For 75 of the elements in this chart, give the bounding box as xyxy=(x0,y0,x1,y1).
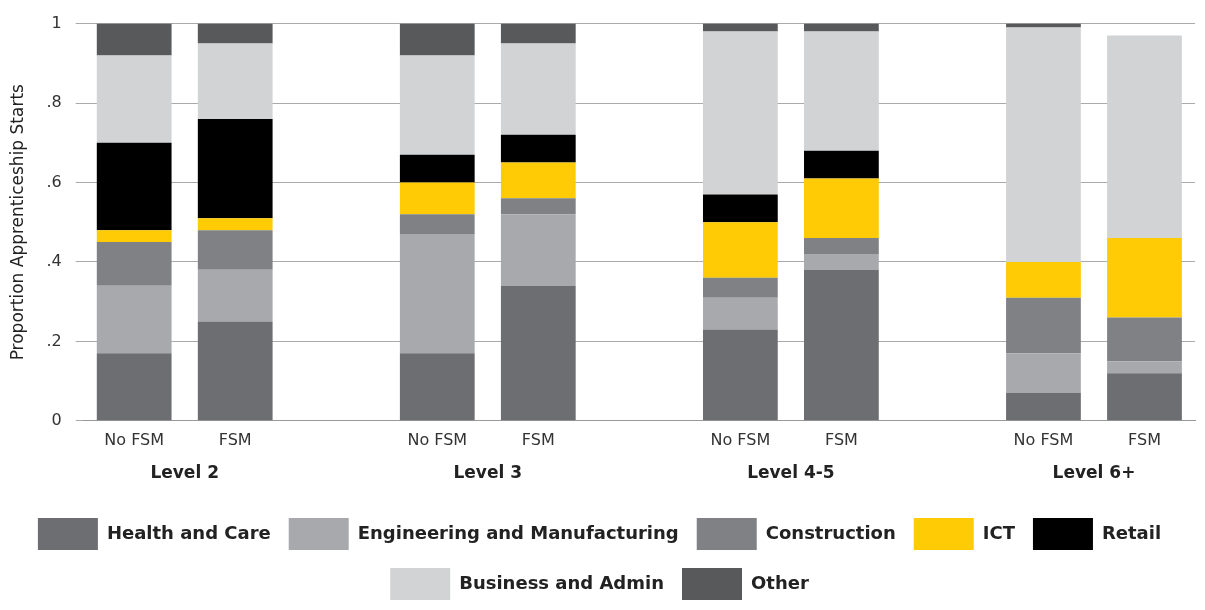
bar xyxy=(197,321,273,421)
legend-label: Other xyxy=(751,571,809,593)
bar xyxy=(804,269,879,421)
bar xyxy=(702,297,778,330)
bar xyxy=(399,55,475,155)
bar xyxy=(500,162,576,199)
legend-label: Health and Care xyxy=(106,521,271,543)
bar xyxy=(804,178,879,239)
bar xyxy=(197,118,273,219)
y-axis-title: Proportion Apprenticeship Starts xyxy=(6,83,27,361)
bar xyxy=(1107,373,1182,421)
y-tick-label: .4 xyxy=(46,251,62,271)
bar xyxy=(1006,393,1081,421)
bar xyxy=(1107,35,1182,239)
bar xyxy=(1107,317,1182,362)
bar xyxy=(1107,361,1182,374)
bar xyxy=(96,242,172,286)
y-tick-label: 0 xyxy=(51,409,62,429)
x-tick-label: FSM xyxy=(824,429,858,449)
text: Level 6+ xyxy=(1052,461,1136,482)
text: Level 4-5 xyxy=(747,461,835,482)
bar xyxy=(702,31,778,195)
legend-label: Engineering and Manufacturing xyxy=(357,521,679,543)
text: Level 3 xyxy=(453,461,523,482)
bar xyxy=(1006,261,1081,298)
bar xyxy=(197,43,273,119)
bar xyxy=(702,277,778,298)
text: Level 2 xyxy=(150,461,219,482)
legend-label: Business and Admin xyxy=(459,571,665,593)
bar xyxy=(197,218,273,231)
bar xyxy=(500,134,576,163)
bar xyxy=(399,154,475,183)
x-tick-label: FSM xyxy=(218,429,252,449)
bar xyxy=(197,23,273,44)
bar xyxy=(804,23,879,32)
bar xyxy=(96,230,172,243)
x-tick-label: No FSM xyxy=(1013,429,1074,449)
bar xyxy=(1006,353,1081,393)
bar xyxy=(1107,238,1182,318)
bar xyxy=(399,214,475,235)
bar xyxy=(702,23,778,32)
bar xyxy=(96,353,172,421)
x-tick-label: No FSM xyxy=(104,429,165,449)
bar xyxy=(96,142,172,231)
x-tick-label: FSM xyxy=(1128,429,1161,449)
bar xyxy=(702,222,778,278)
bar xyxy=(197,230,273,270)
bar xyxy=(500,23,576,44)
y-tick-label: .8 xyxy=(46,92,62,112)
y-tick-label: .6 xyxy=(46,171,62,191)
bar xyxy=(399,353,475,421)
bar xyxy=(96,55,172,143)
bar xyxy=(197,269,273,322)
bar xyxy=(804,238,879,254)
bar xyxy=(399,182,475,215)
bar xyxy=(1006,27,1081,262)
legend-label: ICT xyxy=(982,521,1016,543)
bar xyxy=(399,23,475,56)
bar xyxy=(500,285,576,421)
bar xyxy=(1006,23,1081,28)
bar xyxy=(702,194,778,223)
bar xyxy=(500,43,576,135)
y-tick-label: .2 xyxy=(46,330,62,350)
x-tick-label: No FSM xyxy=(710,429,771,449)
y-tick-label: 1 xyxy=(51,12,62,32)
legend-label: Retail xyxy=(1101,521,1162,543)
bar xyxy=(702,329,778,421)
bar xyxy=(804,150,879,179)
legend-label: Construction xyxy=(765,521,896,543)
bar xyxy=(500,198,576,215)
bar xyxy=(1006,297,1081,354)
x-tick-label: No FSM xyxy=(407,429,468,449)
bar xyxy=(96,23,172,56)
bar xyxy=(804,31,879,151)
x-tick-label: FSM xyxy=(521,429,555,449)
